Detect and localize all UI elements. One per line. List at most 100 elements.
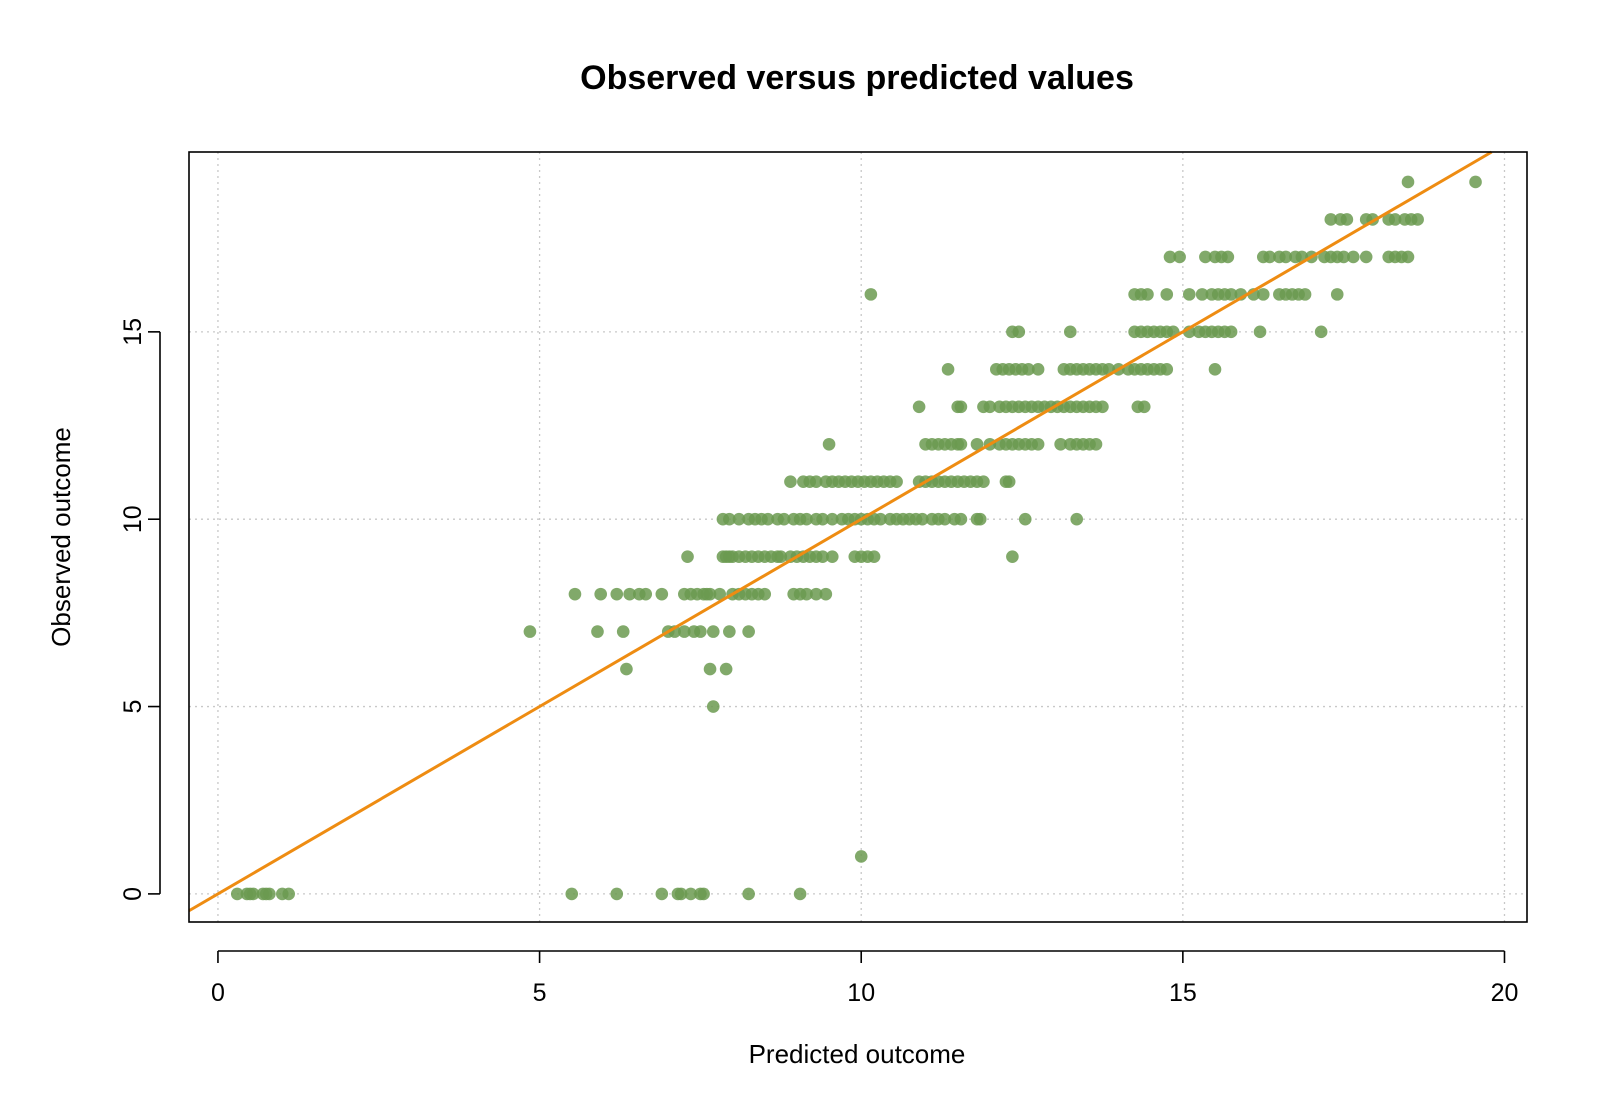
y-tick-label: 0: [119, 887, 147, 901]
data-point: [1340, 213, 1354, 226]
data-point: [523, 625, 537, 638]
data-point: [1469, 175, 1482, 189]
data-point: [1330, 288, 1344, 301]
data-point: [1256, 288, 1270, 301]
data-point: [1401, 250, 1415, 264]
data-point: [684, 887, 698, 901]
data-point: [916, 512, 929, 526]
data-point: [594, 587, 607, 601]
x-tick-label: 10: [847, 979, 875, 1007]
data-point: [793, 887, 807, 901]
data-point: [639, 587, 653, 601]
data-point: [723, 512, 736, 526]
data-point: [1195, 288, 1209, 301]
data-point: [1263, 250, 1276, 264]
data-point: [616, 625, 630, 638]
data-point: [1401, 175, 1415, 189]
data-points: [230, 175, 1482, 901]
y-axis-label: Observed outcome: [46, 427, 76, 647]
data-point: [655, 587, 669, 601]
data-point: [742, 887, 755, 901]
data-point: [282, 887, 296, 901]
data-point: [1347, 250, 1360, 264]
data-point: [867, 550, 881, 563]
data-point: [1298, 288, 1312, 301]
data-point: [954, 400, 968, 414]
data-point: [1137, 400, 1151, 414]
data-point: [800, 587, 813, 601]
data-point: [1089, 437, 1103, 451]
data-point: [825, 512, 839, 526]
data-point: [1063, 325, 1077, 339]
data-point: [1324, 213, 1338, 226]
y-tick-label: 5: [119, 700, 147, 714]
data-point: [1224, 288, 1238, 301]
data-point: [1314, 325, 1328, 339]
data-point: [1208, 363, 1222, 376]
data-point: [816, 512, 829, 526]
data-point: [591, 625, 604, 638]
data-point: [1160, 363, 1174, 376]
data-point: [610, 887, 624, 901]
data-point: [758, 587, 772, 601]
data-point: [1359, 250, 1373, 264]
grid-lines: [189, 152, 1527, 922]
data-point: [854, 850, 868, 863]
data-point: [954, 512, 968, 526]
data-point: [938, 512, 952, 526]
x-tick-label: 20: [1491, 979, 1519, 1007]
x-tick-label: 5: [533, 979, 547, 1007]
data-point: [610, 587, 624, 601]
data-point: [809, 475, 823, 489]
y-tick-label: 10: [119, 505, 147, 533]
data-point: [565, 887, 579, 901]
data-point: [774, 550, 788, 563]
chart-title: Observed versus predicted values: [580, 59, 1134, 97]
data-point: [703, 587, 717, 601]
data-point: [742, 625, 755, 638]
data-point: [713, 587, 726, 601]
data-point: [694, 625, 707, 638]
data-point: [1224, 325, 1238, 339]
data-point: [970, 437, 984, 451]
data-point: [1221, 250, 1235, 264]
data-point: [1096, 400, 1109, 414]
data-point: [822, 437, 836, 451]
data-point: [1163, 250, 1177, 264]
data-point: [761, 512, 775, 526]
y-axis: 0 5 10 15: [119, 318, 161, 901]
data-point: [230, 887, 244, 901]
data-point: [620, 662, 633, 676]
data-point: [1199, 250, 1212, 264]
data-point: [681, 550, 694, 563]
y-tick-label: 15: [119, 318, 147, 346]
x-axis: 0 5 10 15 20: [211, 950, 1519, 1007]
data-point: [719, 662, 733, 676]
reference-line: [188, 150, 1493, 913]
data-point: [723, 625, 736, 638]
data-point: [1031, 437, 1045, 451]
data-point: [568, 587, 582, 601]
data-point: [784, 475, 797, 489]
data-point: [1002, 475, 1016, 489]
data-point: [912, 400, 926, 414]
data-point: [800, 512, 813, 526]
data-point: [819, 587, 833, 601]
data-point: [1182, 288, 1196, 301]
data-point: [1012, 325, 1026, 339]
data-point: [983, 400, 997, 414]
data-point: [809, 587, 823, 601]
data-point: [1388, 213, 1402, 226]
data-point: [1006, 550, 1019, 563]
data-point: [954, 437, 968, 451]
data-point: [1337, 250, 1350, 264]
data-point: [623, 587, 636, 601]
data-point: [941, 363, 955, 376]
data-point: [1018, 512, 1032, 526]
data-point: [1031, 363, 1045, 376]
data-point: [825, 550, 839, 563]
data-point: [655, 887, 669, 901]
data-point: [973, 512, 987, 526]
data-point: [263, 887, 276, 901]
